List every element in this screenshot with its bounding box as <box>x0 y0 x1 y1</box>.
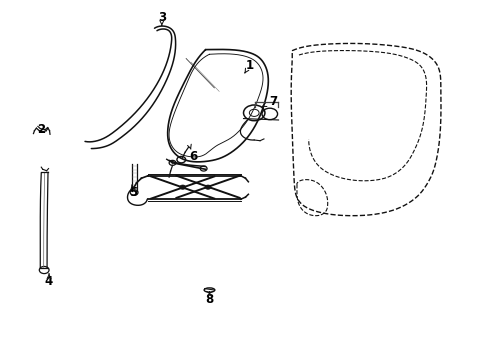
Text: 6: 6 <box>189 150 197 163</box>
Text: 5: 5 <box>129 186 138 199</box>
Circle shape <box>204 185 210 189</box>
Text: 7: 7 <box>269 95 277 108</box>
Text: 8: 8 <box>205 293 213 306</box>
Text: 1: 1 <box>245 59 253 72</box>
Circle shape <box>180 185 185 189</box>
Text: 3: 3 <box>158 11 165 24</box>
Text: 2: 2 <box>37 123 45 136</box>
Text: 4: 4 <box>45 275 53 288</box>
